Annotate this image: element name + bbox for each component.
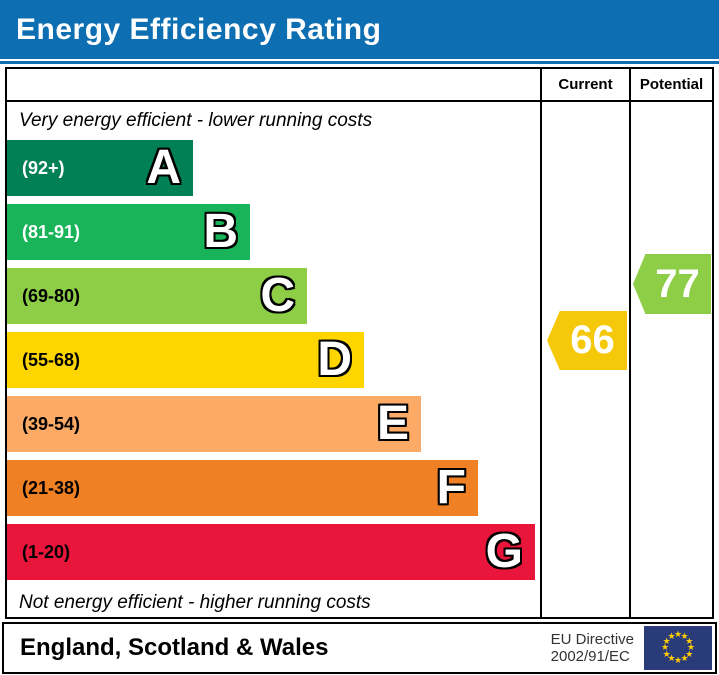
eu-star-icon: ★ [680,631,689,642]
eu-star-icon: ★ [686,643,696,653]
band-g-letter: G [485,525,523,578]
band-a-letter: A [146,141,181,194]
eu-star-icon: ★ [667,654,676,665]
footer: England, Scotland & Wales EU Directive 2… [2,622,717,674]
band-d-range: (55-68) [22,349,81,370]
current-rating-column: 66 [540,102,629,617]
band-g: (1-20) G [7,524,535,580]
table-header-row: Current Potential [7,69,712,102]
band-b: (81-91) B [7,204,250,260]
eu-directive-label: EU Directive 2002/91/EC [551,631,634,665]
potential-rating-column: 77 [629,102,712,617]
band-c-range: (69-80) [22,285,81,306]
band-d-letter: D [317,333,352,386]
band-d: (55-68) D [7,332,364,388]
eu-star-icon: ★ [662,649,671,660]
eu-flag: ★ ★ ★ ★ ★ ★ ★ ★ ★ ★ ★ ★ [644,626,712,670]
title-divider [0,59,719,61]
eu-star-icon: ★ [673,656,683,666]
eu-star-icon: ★ [662,636,671,647]
eu-star-icon: ★ [667,631,676,642]
eu-star-icon: ★ [660,643,670,653]
header-spacer-cell [7,69,540,100]
band-b-letter: B [203,205,238,258]
band-f-letter: F [436,461,466,514]
band-c: (69-80) C [7,268,307,324]
eu-star-icon: ★ [685,649,694,660]
rating-table: Current Potential Very energy efficient … [5,67,714,619]
band-c-letter: C [260,269,295,322]
region-label: England, Scotland & Wales [20,634,329,661]
band-a-range: (92+) [22,157,65,178]
current-rating-value: 66 [570,318,615,362]
band-e: (39-54) E [7,396,421,452]
eu-directive-line1: EU Directive [550,631,634,648]
eu-star-icon: ★ [673,630,683,640]
potential-rating-value: 77 [655,261,700,306]
band-f: (21-38) F [7,460,478,516]
page-title: Energy Efficiency Rating [16,12,382,46]
potential-rating-pointer: 77 [633,254,711,314]
eu-star-icon: ★ [685,636,694,647]
title-underline [0,61,719,64]
potential-column-header: Potential [629,69,712,100]
eu-directive-line2: 2002/91/EC [550,648,630,665]
rating-scale-column: Very energy efficient - lower running co… [7,102,540,617]
current-rating-pointer: 66 [547,311,627,370]
top-caption: Very energy efficient - lower running co… [19,110,373,131]
bottom-caption: Not energy efficient - higher running co… [19,591,371,613]
table-body-row: Very energy efficient - lower running co… [7,102,712,617]
band-b-range: (81-91) [22,221,81,242]
band-e-range: (39-54) [22,413,81,434]
band-f-range: (21-38) [22,477,81,498]
band-e-letter: E [376,397,409,450]
eu-star-icon: ★ [680,654,689,665]
title-bar: Energy Efficiency Rating [0,0,719,59]
band-a: (92+) A [7,140,193,196]
current-column-header: Current [540,69,629,100]
band-g-range: (1-20) [22,541,71,562]
